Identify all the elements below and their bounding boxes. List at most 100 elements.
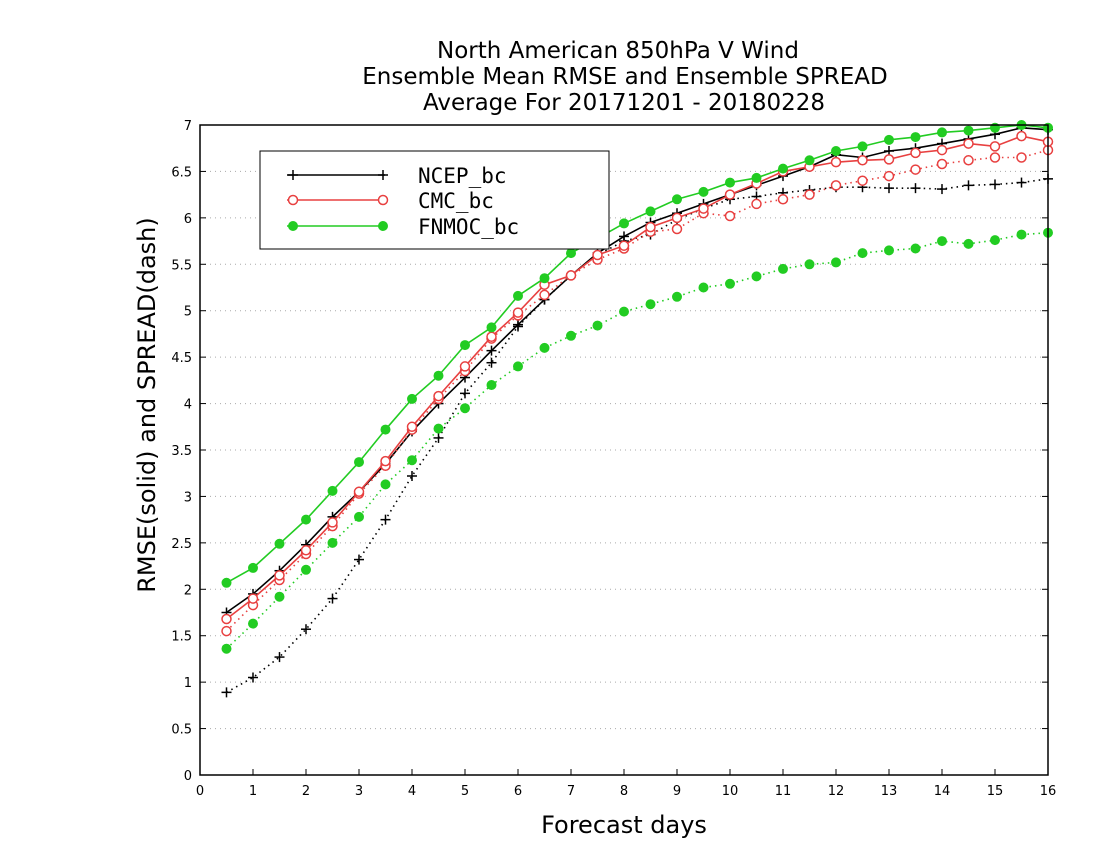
data-point [963, 238, 974, 249]
data-point [937, 127, 947, 138]
y-axis-label: RMSE(solid) and SPREAD(dash) [133, 217, 161, 593]
legend-label: CMC_bc [418, 189, 494, 213]
data-point [672, 291, 682, 302]
y-tick-label: 6.5 [171, 165, 192, 180]
data-point [671, 223, 683, 235]
x-tick-label: 4 [408, 784, 416, 799]
data-point [857, 175, 868, 186]
data-point [539, 289, 550, 301]
chart-title: North American 850hPa V Wind Ensemble Me… [362, 38, 887, 116]
data-point [377, 194, 389, 206]
data-point [857, 155, 868, 166]
data-point [725, 177, 735, 188]
x-tick-label: 7 [567, 784, 575, 799]
data-point [990, 179, 1000, 190]
x-tick-label: 8 [620, 784, 628, 799]
y-tick-label: 6 [184, 212, 192, 227]
x-tick-label: 1 [249, 784, 257, 799]
data-point [1016, 130, 1027, 142]
x-tick-label: 13 [881, 784, 898, 799]
data-point [433, 432, 444, 443]
data-point [724, 210, 736, 222]
data-point [910, 243, 921, 254]
data-point [354, 511, 364, 522]
y-tick-label: 5.5 [171, 258, 192, 273]
data-point [884, 134, 894, 145]
data-point [724, 189, 736, 200]
data-point [963, 155, 974, 166]
data-point [274, 591, 285, 602]
x-tick-label: 6 [514, 784, 522, 799]
gridlines [200, 170, 1048, 730]
data-point [327, 593, 338, 604]
data-point [936, 144, 948, 156]
y-tick-label: 1.5 [171, 630, 192, 645]
data-point [883, 154, 895, 165]
data-point [831, 257, 841, 268]
y-tick-label: 0.5 [171, 723, 192, 738]
data-point [513, 361, 523, 372]
series-cmc-bc-rmse [221, 130, 1054, 625]
data-point [725, 278, 735, 289]
data-point [459, 361, 471, 372]
data-point [460, 340, 470, 351]
data-point [884, 183, 894, 194]
y-tick-label: 2.5 [171, 537, 192, 552]
chart-title-line-1: North American 850hPa V Wind [437, 38, 799, 64]
data-point [566, 248, 576, 259]
data-point [645, 299, 656, 310]
data-point [300, 545, 312, 556]
series-fnmoc-bc-rmse [221, 120, 1053, 588]
data-point [910, 164, 921, 175]
data-point [380, 514, 391, 525]
data-point [884, 245, 894, 256]
data-point [287, 194, 299, 206]
data-point [831, 146, 841, 156]
data-point [460, 388, 470, 399]
data-point [592, 249, 603, 261]
data-point [619, 218, 629, 229]
data-point [883, 170, 895, 182]
data-point [1016, 177, 1027, 188]
axis-ticks: 00.511.522.533.544.555.566.570 1 2 3 4 5 6 7 8 9 1… [171, 119, 1056, 799]
y-tick-label: 1 [184, 676, 192, 691]
data-point [513, 290, 523, 301]
data-point [618, 240, 630, 251]
data-point [857, 141, 868, 152]
data-point [327, 517, 338, 528]
data-point [830, 156, 842, 168]
data-point [354, 457, 364, 468]
x-tick-label: 16 [1040, 784, 1057, 799]
x-tick-label: 10 [722, 784, 739, 799]
data-point [910, 132, 921, 143]
data-point [407, 393, 417, 404]
data-point [248, 562, 258, 573]
data-point [327, 537, 338, 548]
data-point [513, 319, 523, 330]
data-point [433, 370, 444, 381]
data-point [1016, 152, 1027, 163]
data-point [221, 643, 232, 654]
y-tick-label: 7 [184, 119, 192, 134]
data-point [804, 155, 815, 166]
data-point [378, 170, 388, 180]
data-point [937, 236, 947, 247]
legend-entry-ncep-bc: NCEP_bc [287, 164, 507, 188]
data-point [910, 147, 921, 159]
data-point [486, 357, 497, 368]
data-point [380, 479, 391, 490]
series-layer [221, 120, 1054, 698]
data-point [380, 455, 391, 467]
chart-title-line-2: Ensemble Mean RMSE and Ensemble SPREAD [362, 64, 887, 90]
data-point [751, 198, 762, 210]
data-point [777, 194, 789, 205]
data-point [698, 282, 709, 293]
data-point [592, 320, 603, 331]
data-point [539, 342, 550, 353]
y-tick-label: 4 [184, 398, 192, 413]
data-point [989, 141, 1001, 152]
data-point [539, 273, 550, 284]
data-point [406, 421, 418, 433]
legend-label: FNMOC_bc [418, 215, 519, 239]
